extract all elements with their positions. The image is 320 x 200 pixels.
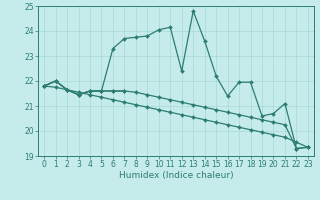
X-axis label: Humidex (Indice chaleur): Humidex (Indice chaleur) <box>119 171 233 180</box>
